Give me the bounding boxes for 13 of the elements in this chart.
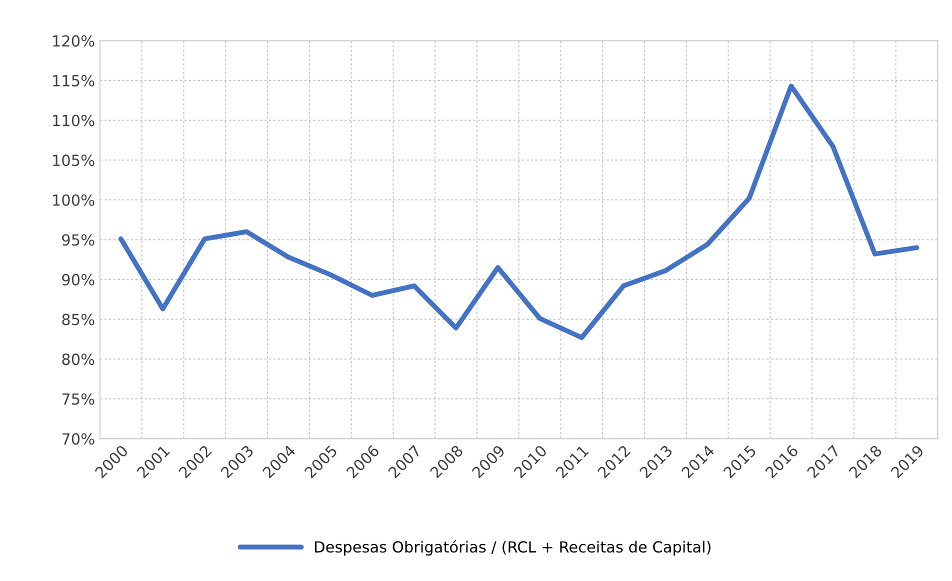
y-tick-label: 75% — [62, 393, 94, 405]
y-tick-label: 105% — [53, 154, 94, 166]
y-tick-label: 80% — [62, 354, 94, 366]
line-series — [118, 84, 920, 340]
y-tick-label: 70% — [62, 433, 94, 445]
y-tick-label: 95% — [62, 234, 94, 246]
y-tick-label: 100% — [53, 194, 94, 206]
y-tick-label: 85% — [62, 314, 94, 326]
y-tick-label: 90% — [62, 274, 94, 286]
y-tick-label: 110% — [53, 114, 94, 126]
legend-label: Despesas Obrigatórias / (RCL + Receitas de Capital) — [315, 540, 710, 556]
y-tick-label: 120% — [53, 35, 94, 47]
y-tick-label: 115% — [53, 74, 94, 86]
